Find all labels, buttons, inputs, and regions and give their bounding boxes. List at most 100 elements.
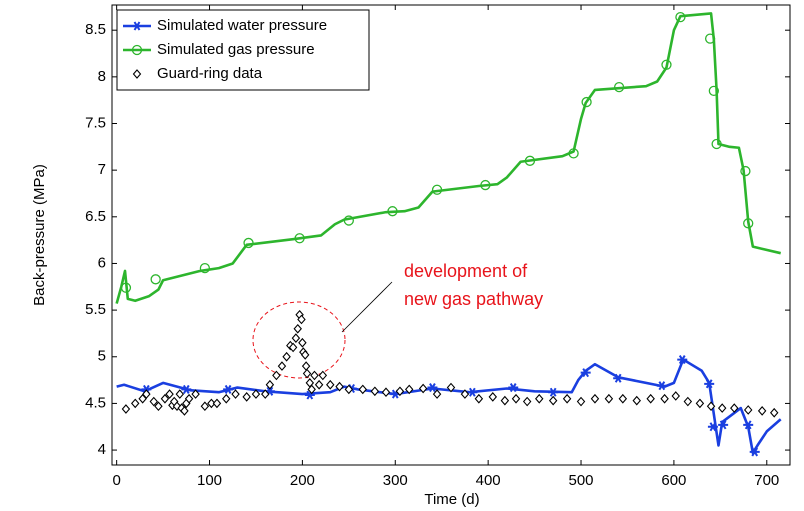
scatter-point xyxy=(432,389,442,399)
scatter-point xyxy=(395,386,405,397)
scatter-point xyxy=(418,383,428,394)
marker-shape xyxy=(149,396,159,407)
marker-shape xyxy=(302,368,312,379)
marker-shape xyxy=(568,148,579,159)
scatter-point xyxy=(184,393,194,404)
series-marker xyxy=(427,383,438,393)
scatter-point xyxy=(671,391,680,401)
series-marker xyxy=(223,384,234,394)
marker-shape xyxy=(740,165,751,177)
series-marker xyxy=(524,155,536,166)
marker-shape xyxy=(242,392,251,402)
y-tick-label: 8 xyxy=(98,68,106,85)
scatter-point xyxy=(344,384,354,395)
marker-shape xyxy=(743,405,753,415)
marker-shape xyxy=(522,396,532,407)
marker-shape xyxy=(708,85,719,96)
x-tick-label: 400 xyxy=(476,472,501,489)
marker-shape xyxy=(576,396,586,407)
scatter-point xyxy=(272,370,281,381)
marker-shape xyxy=(656,381,667,391)
scatter-point xyxy=(191,389,200,399)
marker-shape xyxy=(646,393,655,404)
series-marker xyxy=(718,420,729,430)
marker-shape xyxy=(431,184,443,195)
marker-shape xyxy=(121,404,131,414)
marker-shape xyxy=(743,218,754,229)
marker-shape xyxy=(120,282,132,293)
plot-frame xyxy=(111,4,791,466)
annotation-line: development of xyxy=(404,261,528,281)
marker-shape xyxy=(358,384,367,395)
marker-shape xyxy=(165,389,174,399)
x-tick-label: 500 xyxy=(569,472,594,489)
marker-shape xyxy=(310,370,319,381)
legend-marker xyxy=(132,69,142,79)
marker-shape xyxy=(562,393,572,404)
marker-shape xyxy=(460,389,470,399)
marker-shape xyxy=(432,389,442,399)
scatter-point xyxy=(310,370,319,381)
scatter-point xyxy=(175,389,185,399)
series-marker xyxy=(711,138,722,150)
marker-shape xyxy=(130,398,140,409)
scatter-point xyxy=(212,398,222,409)
scatter-point xyxy=(297,314,306,325)
scatter-point xyxy=(165,389,174,399)
marker-shape xyxy=(580,368,591,378)
scatter-point xyxy=(302,368,312,379)
y-tick-label: 4.5 xyxy=(85,394,106,411)
marker-shape xyxy=(730,403,739,413)
x-axis-label: Time (d) xyxy=(424,491,479,508)
marker-shape xyxy=(743,420,754,430)
series-marker xyxy=(508,383,519,393)
marker-shape xyxy=(548,387,559,397)
scatter-point xyxy=(488,392,498,402)
scatter-point xyxy=(300,350,310,360)
x-tick-label: 100 xyxy=(197,472,222,489)
marker-shape xyxy=(618,393,628,404)
legend-label: Guard-ring data xyxy=(157,65,263,82)
scatter-point xyxy=(242,392,251,402)
scatter-point xyxy=(160,393,170,404)
marker-shape xyxy=(757,406,767,416)
scatter-point xyxy=(590,393,600,404)
marker-shape xyxy=(604,393,614,404)
marker-shape xyxy=(207,398,216,409)
series-marker xyxy=(343,215,354,226)
scatter-point xyxy=(743,405,753,415)
series-marker xyxy=(743,218,754,229)
series-marker xyxy=(568,148,579,159)
marker-shape xyxy=(142,389,151,399)
scatter-point xyxy=(446,382,456,393)
scatter-point xyxy=(535,393,544,404)
scatter-point xyxy=(130,398,140,409)
marker-shape xyxy=(524,155,536,166)
scatter-point xyxy=(522,396,532,407)
scatter-point xyxy=(149,396,159,407)
marker-shape xyxy=(387,206,398,217)
marker-shape xyxy=(200,401,210,412)
legend-label: Simulated gas pressure xyxy=(157,41,315,58)
scatter-point xyxy=(180,406,189,416)
marker-shape xyxy=(300,350,310,360)
marker-shape xyxy=(511,393,521,404)
marker-shape xyxy=(717,403,727,413)
marker-shape xyxy=(427,383,438,393)
marker-shape xyxy=(769,407,779,418)
marker-shape xyxy=(261,389,270,399)
scatter-point xyxy=(358,384,367,395)
annotation-pointer xyxy=(341,281,393,333)
marker-shape xyxy=(131,44,143,56)
marker-shape xyxy=(343,215,354,226)
scatter-point xyxy=(282,351,291,362)
annotation-line: new gas pathway xyxy=(404,289,543,309)
scatter-point xyxy=(460,389,470,399)
scatter-point xyxy=(335,381,344,392)
scatter-point xyxy=(695,398,705,409)
marker-shape xyxy=(191,389,200,399)
scatter-point xyxy=(251,389,261,399)
marker-shape xyxy=(535,393,544,404)
marker-shape xyxy=(474,393,484,404)
marker-shape xyxy=(181,384,192,394)
